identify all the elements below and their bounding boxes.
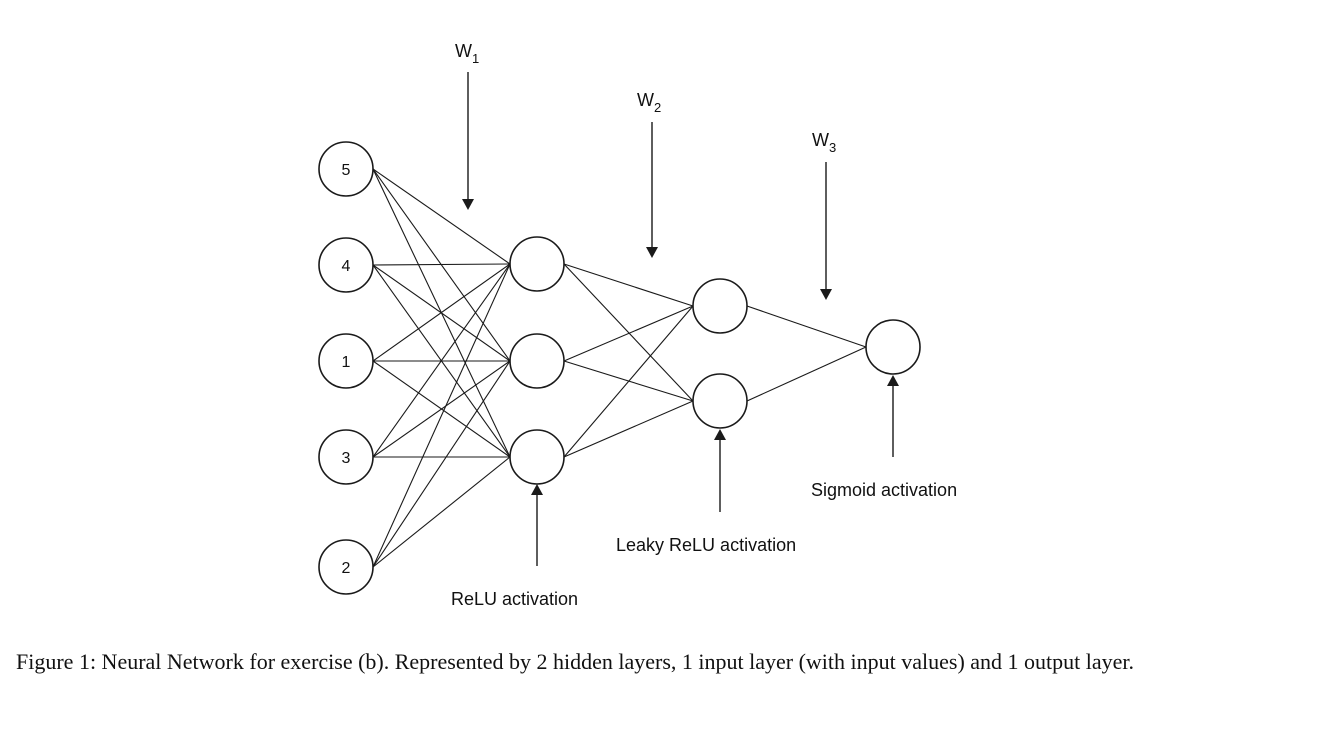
weight-w3-sub: 3 — [829, 140, 836, 155]
edge-input-1-to-hidden1-1 — [372, 168, 511, 265]
weight-arrow-w1 — [462, 72, 474, 210]
hidden1-node-2 — [509, 333, 565, 389]
figure-caption: Figure 1: Neural Network for exercise (b… — [16, 649, 1135, 674]
input-node-value: 1 — [342, 354, 351, 371]
edge-hidden1-3-to-hidden2-1 — [563, 305, 694, 458]
edge-input-5-to-hidden1-3 — [372, 456, 511, 568]
hidden1-node-circle — [509, 429, 565, 485]
edge-input-2-to-hidden1-1 — [372, 263, 511, 266]
hidden1-node-3 — [509, 429, 565, 485]
weight-label-w2: W2 — [637, 90, 661, 115]
activation-arrow-hidden1 — [531, 484, 543, 566]
edge-input-5-to-hidden1-1 — [372, 263, 511, 568]
input-node-2: 4 — [318, 237, 374, 293]
hidden2-node-1 — [692, 278, 748, 334]
output-node-circle — [865, 319, 921, 375]
input-node-value: 4 — [342, 258, 351, 275]
edge-hidden2-1-to-output-1 — [746, 305, 867, 348]
input-node-circle — [318, 141, 374, 197]
input-node-3: 1 — [318, 333, 374, 389]
weight-label-w1: W1 — [455, 41, 479, 66]
svg-text:W1: W1 — [455, 41, 479, 66]
output-node-1 — [865, 319, 921, 375]
activation-label-sigmoid: Sigmoid activation — [811, 480, 957, 500]
weight-label-w3: W3 — [812, 130, 836, 155]
input-node-value: 3 — [342, 450, 351, 467]
edge-input-4-to-hidden1-1 — [372, 263, 511, 458]
activation-label-relu: ReLU activation — [451, 589, 578, 609]
activation-label-leaky-relu: Leaky ReLU activation — [616, 535, 796, 555]
activation-arrow-hidden2 — [714, 429, 726, 512]
edge-hidden1-1-to-hidden2-2 — [563, 263, 694, 402]
edge-hidden1-2-to-hidden2-1 — [563, 305, 694, 362]
weight-w2-sub: 2 — [654, 100, 661, 115]
input-node-circle — [318, 539, 374, 595]
hidden2-node-circle — [692, 278, 748, 334]
svg-text:W3: W3 — [812, 130, 836, 155]
edge-hidden1-1-to-hidden2-1 — [563, 263, 694, 307]
svg-text:W2: W2 — [637, 90, 661, 115]
input-node-4: 3 — [318, 429, 374, 485]
input-node-circle — [318, 237, 374, 293]
activation-arrow-output — [887, 375, 899, 457]
edge-hidden2-2-to-output-1 — [746, 346, 867, 402]
hidden2-node-2 — [692, 373, 748, 429]
weight-w1-main: W — [455, 41, 472, 61]
edge-input-3-to-hidden1-1 — [372, 263, 511, 362]
weight-w2-main: W — [637, 90, 654, 110]
weight-arrow-w3 — [820, 162, 832, 300]
weight-arrow-w2 — [646, 122, 658, 258]
hidden1-node-circle — [509, 236, 565, 292]
input-node-value: 2 — [342, 560, 351, 577]
connections — [372, 168, 867, 568]
edge-hidden1-3-to-hidden2-2 — [563, 400, 694, 458]
input-node-circle — [318, 429, 374, 485]
edge-input-4-to-hidden1-2 — [372, 360, 511, 458]
hidden1-node-1 — [509, 236, 565, 292]
input-node-1: 5 — [318, 141, 374, 197]
weight-w1-sub: 1 — [472, 51, 479, 66]
input-node-value: 5 — [342, 162, 351, 179]
edge-input-5-to-hidden1-2 — [372, 360, 511, 568]
input-node-5: 2 — [318, 539, 374, 595]
nodes: 5 4 1 3 2 — [318, 141, 921, 595]
hidden2-node-circle — [692, 373, 748, 429]
weight-w3-main: W — [812, 130, 829, 150]
hidden1-node-circle — [509, 333, 565, 389]
input-node-circle — [318, 333, 374, 389]
